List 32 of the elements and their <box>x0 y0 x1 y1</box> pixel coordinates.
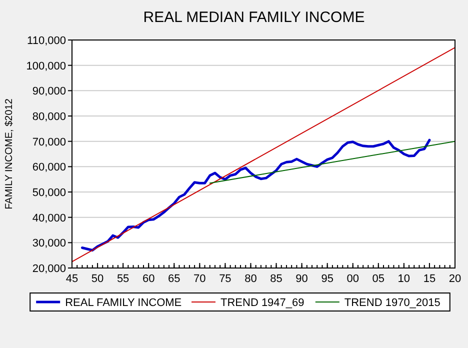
x-tick-label: 90 <box>296 273 308 285</box>
y-tick-label: 80,000 <box>32 111 66 123</box>
y-tick-label: 20,000 <box>32 263 66 275</box>
x-tick-label: 05 <box>372 273 385 285</box>
x-tick-label: 70 <box>194 273 206 285</box>
y-axis-title: FAMILY INCOME, $2012 <box>4 98 15 210</box>
x-tick-label: 15 <box>423 273 436 285</box>
y-tick-label: 40,000 <box>32 212 66 224</box>
y-tick-label: 90,000 <box>32 86 66 98</box>
legend-label: TREND 1947_69 <box>220 297 304 309</box>
y-tick-label: 110,000 <box>27 35 66 47</box>
y-tick-label: 70,000 <box>32 136 66 148</box>
x-tick-label: 95 <box>321 273 334 285</box>
y-tick-label: 100,000 <box>26 60 66 72</box>
x-tick-label: 55 <box>116 273 130 285</box>
x-tick-label: 60 <box>142 273 155 285</box>
x-tick-label: 00 <box>346 273 359 285</box>
line-series <box>80 138 431 252</box>
x-tick-label: 75 <box>219 273 232 285</box>
y-tick-label: 50,000 <box>32 187 66 199</box>
y-tick-label: 30,000 <box>32 238 66 250</box>
x-tick-label: 65 <box>168 273 180 285</box>
chart-title: REAL MEDIAN FAMILY INCOME <box>143 9 365 26</box>
x-tick-label: 50 <box>91 273 104 285</box>
legend-label: TREND 1970_2015 <box>344 297 440 309</box>
legend-label: REAL FAMILY INCOME <box>65 297 182 309</box>
x-tick-label: 85 <box>270 273 282 285</box>
x-tick-label: 20 <box>448 273 462 285</box>
x-tick-label: 10 <box>398 273 410 285</box>
x-tick-label: 45 <box>66 273 78 285</box>
y-tick-label: 60,000 <box>32 162 66 174</box>
x-tick-label: 80 <box>244 273 257 285</box>
